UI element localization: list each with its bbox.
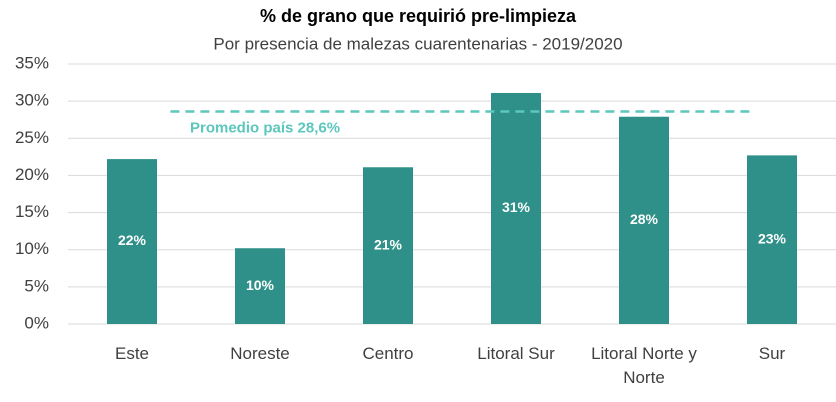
- y-tick-label: 0%: [24, 313, 49, 332]
- x-tick-label: Litoral Norte y Norte: [591, 344, 697, 387]
- x-tick-label: Litoral Sur: [477, 344, 555, 363]
- chart-subtitle: Por presencia de malezas cuarentenarias …: [213, 34, 622, 53]
- bar: [619, 116, 669, 324]
- bar: [235, 248, 285, 324]
- y-tick-label: 5%: [24, 276, 49, 295]
- x-tick-label: Este: [114, 344, 150, 363]
- data-label: 31%: [502, 199, 531, 215]
- average-label: Promedio país 28,6%: [190, 120, 340, 137]
- bar: [363, 167, 413, 324]
- data-label: 23%: [758, 230, 787, 246]
- x-tick-label: Centro: [362, 344, 414, 363]
- chart-title: % de grano que requirió pre-limpieza: [260, 6, 577, 26]
- x-tick-label: Sur: [758, 344, 786, 363]
- y-tick-label: 35%: [15, 53, 49, 72]
- bar: [747, 155, 797, 324]
- x-tick-label: Noreste: [230, 344, 290, 363]
- data-label: 10%: [246, 277, 275, 293]
- y-tick-label: 20%: [15, 165, 49, 184]
- y-tick-label: 25%: [15, 128, 49, 147]
- data-label: 21%: [374, 236, 403, 252]
- y-tick-label: 10%: [15, 239, 49, 258]
- bar: [107, 159, 157, 324]
- y-tick-label: 30%: [15, 91, 49, 110]
- bar: [491, 92, 541, 324]
- data-label: 28%: [630, 211, 659, 227]
- data-label: 22%: [118, 232, 147, 248]
- y-tick-label: 15%: [15, 202, 49, 221]
